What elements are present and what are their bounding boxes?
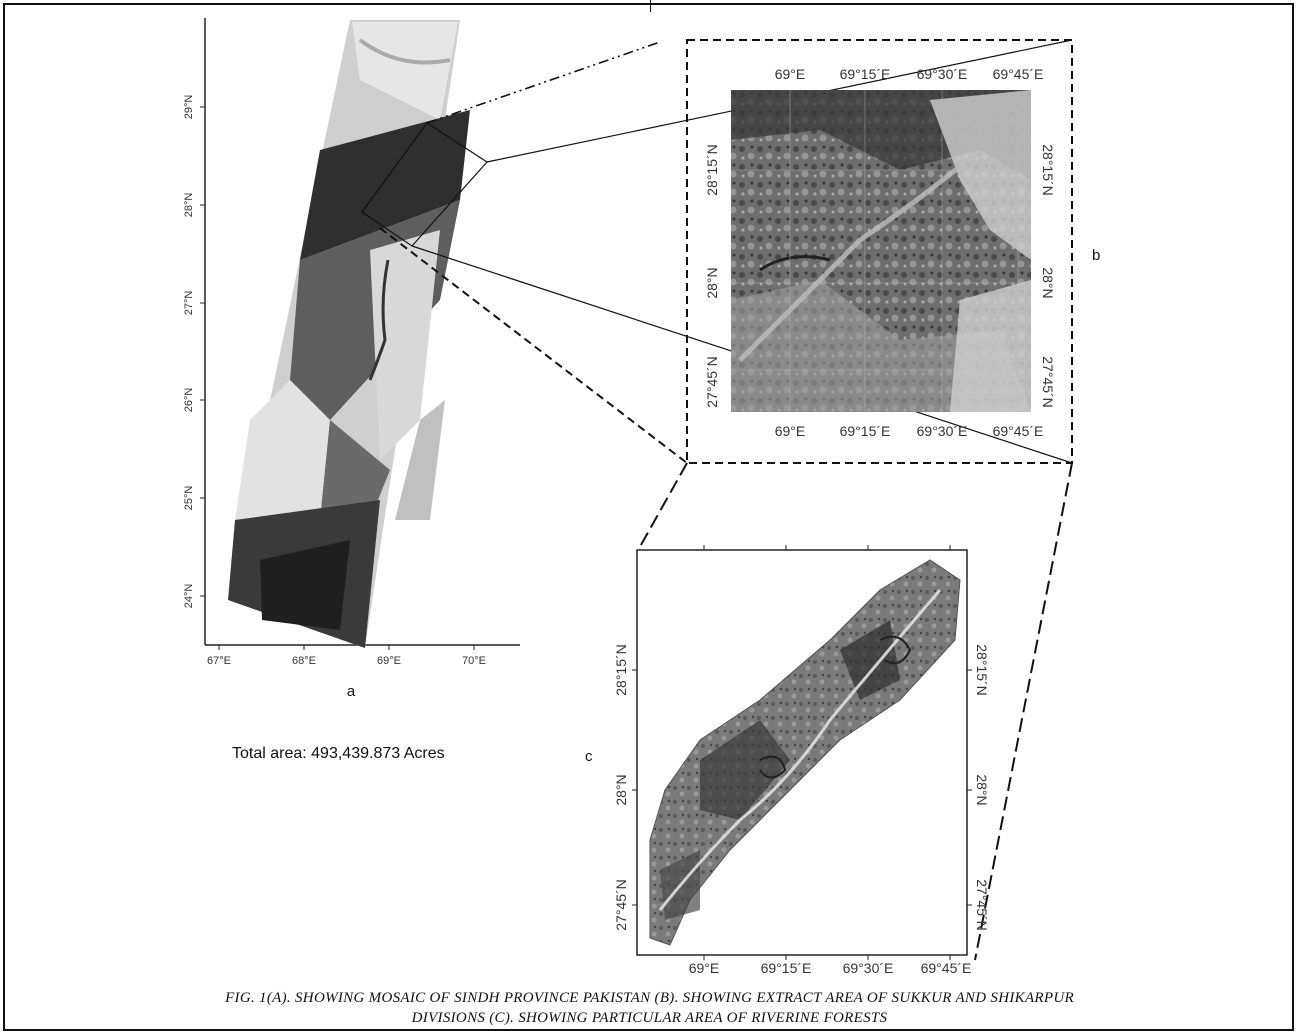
c-right-lat-2: 27°45´N xyxy=(974,879,990,931)
b-right-lat-0: 28°15´N xyxy=(1040,144,1056,196)
b-top-lon-1: 69°15´E xyxy=(840,66,891,82)
lat-tick-26: 26°N xyxy=(183,388,195,413)
panel-b-map: 69°E 69°15´E 69°30´E 69°45´E 69°E 69°15´… xyxy=(686,39,1100,464)
figure-frame xyxy=(3,3,1294,1031)
lon-tick-67: 67°E xyxy=(207,655,231,667)
b-right-lat-2: 27°45´N xyxy=(1040,356,1056,408)
c-bottom-lon-0: 69°E xyxy=(689,960,720,976)
b-bottom-lon-3: 69°45´E xyxy=(993,423,1044,439)
panel-a-lat-ticks: 24°N 25°N 26°N 27°N 28°N 29°N xyxy=(183,95,205,609)
lon-tick-70: 70°E xyxy=(462,655,486,667)
lon-tick-68: 68°E xyxy=(292,655,316,667)
c-bottom-lon-1: 69°15´E xyxy=(761,960,812,976)
lat-tick-27: 27°N xyxy=(183,291,195,316)
panel-a-map: 24°N 25°N 26°N 27°N 28°N 29°N 67°E 68°E … xyxy=(183,18,520,700)
b-top-lon-2: 69°30´E xyxy=(917,66,968,82)
c-bottom-lon-3: 69°45´E xyxy=(921,960,972,976)
figure-caption: FIG. 1(A). SHOWING MOSAIC OF SINDH PROVI… xyxy=(10,988,1289,1028)
total-area-label: Total area: 493,439.873 Acres xyxy=(232,745,445,762)
lat-tick-28: 28°N xyxy=(183,193,195,218)
panel-b-dashed-box xyxy=(686,39,1073,464)
panel-c-letter: c xyxy=(585,748,593,765)
b-bottom-lon-1: 69°15´E xyxy=(840,423,891,439)
caption-line-2: DIVISIONS (C). SHOWING PARTICULAR AREA O… xyxy=(411,1010,888,1026)
c-left-lat-0: 28°15´N xyxy=(613,644,629,696)
c-right-lat-1: 28°N xyxy=(974,774,990,805)
satellite-mosaic-strip xyxy=(228,20,470,648)
b-left-lat-0: 28°15´N xyxy=(704,144,720,196)
b-left-lat-1: 28°N xyxy=(704,267,720,298)
b-left-lat-2: 27°45´N xyxy=(704,356,720,408)
panel-c-map: 69°E 69°15´E 69°30´E 69°45´E 28°15´N 28°… xyxy=(585,545,990,976)
c-right-lat-0: 28°15´N xyxy=(974,644,990,696)
caption-line-1: FIG. 1(A). SHOWING MOSAIC OF SINDH PROVI… xyxy=(225,990,1074,1006)
c-bottom-lon-2: 69°30´E xyxy=(843,960,894,976)
lon-tick-69: 69°E xyxy=(377,655,401,667)
top-divider-mark xyxy=(650,0,651,12)
lat-tick-24: 24°N xyxy=(183,584,195,609)
lat-tick-29: 29°N xyxy=(183,95,195,120)
lat-tick-25: 25°N xyxy=(183,486,195,511)
c-left-lat-1: 28°N xyxy=(613,774,629,805)
b-bottom-lon-0: 69°E xyxy=(775,423,806,439)
b-right-lat-1: 28°N xyxy=(1040,267,1056,298)
panel-a-lon-ticks: 67°E 68°E 69°E 70°E xyxy=(207,645,486,667)
c-left-lat-2: 27°45´N xyxy=(613,879,629,931)
panel-a-letter: a xyxy=(347,683,356,700)
b-bottom-lon-2: 69°30´E xyxy=(917,423,968,439)
b-top-lon-3: 69°45´E xyxy=(993,66,1044,82)
b-top-lon-0: 69°E xyxy=(775,66,806,82)
panel-b-letter: b xyxy=(1092,247,1100,264)
